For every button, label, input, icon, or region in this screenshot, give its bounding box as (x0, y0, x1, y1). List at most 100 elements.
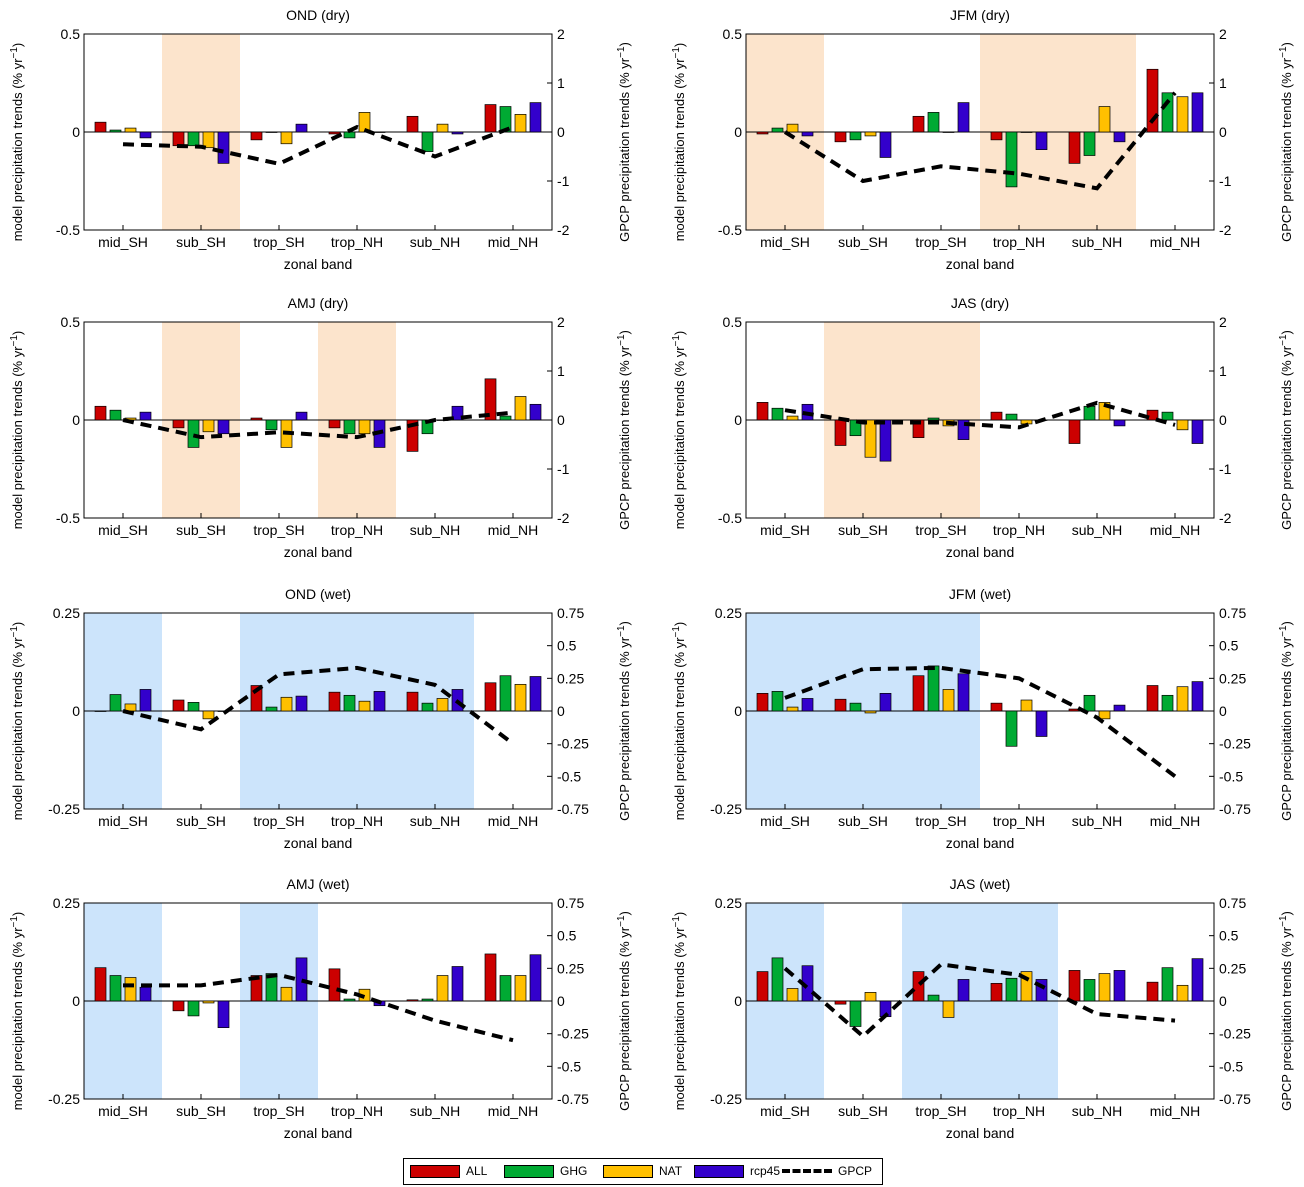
x-tick-label: trop_SH (915, 1103, 966, 1119)
y2-tick-label: -2 (557, 510, 570, 526)
subplot-title: AMJ (wet) (287, 876, 350, 892)
y2-tick-label: 0.75 (1219, 605, 1246, 621)
bar-ghg (927, 665, 940, 712)
bar-nat (786, 988, 799, 1002)
gpcp-line (784, 400, 1176, 430)
bar-nat (514, 683, 527, 712)
y2-tick-label: -2 (1219, 510, 1232, 526)
y2-tick-label: -0.5 (1219, 768, 1243, 784)
bar-ghg (343, 694, 356, 712)
bar-rcp45 (957, 979, 970, 1002)
bar-rcp45 (373, 131, 386, 133)
y-tick-label: 0.25 (715, 605, 742, 621)
y2-tick-label: 2 (1219, 314, 1227, 330)
y2-tick-label: 1 (557, 75, 565, 91)
bar-rcp45 (451, 405, 464, 421)
bar-rcp45 (529, 954, 542, 1002)
bar-rcp45 (217, 1000, 230, 1029)
bar-all (990, 411, 1003, 421)
bar-all (912, 971, 925, 1002)
bar-all (172, 131, 185, 147)
bar-ghg (771, 407, 784, 421)
bar-ghg (187, 1000, 200, 1017)
bar-nat (942, 1000, 955, 1018)
y2-axis-label: GPCP precipitation trends (% yr−1) (1278, 911, 1294, 1111)
x-tick-label: trop_NH (331, 813, 383, 829)
y-axis-label: model precipitation trends (% yr−1) (671, 912, 687, 1111)
bar-all (406, 999, 419, 1002)
x-tick-label: trop_NH (993, 522, 1045, 538)
bar-all (834, 698, 847, 712)
legend: ALL GHG NAT rcp45 GPCP (403, 1158, 883, 1185)
subplot-title: JFM (wet) (949, 586, 1011, 602)
bar-ghg (1083, 405, 1096, 421)
x-tick-label: mid_SH (98, 522, 148, 538)
y2-tick-label: -0.75 (1219, 801, 1251, 817)
bar-ghg (849, 419, 862, 437)
y2-tick-label: 0 (1219, 993, 1227, 1009)
x-tick-label: trop_NH (331, 234, 383, 250)
bar-nat (436, 123, 449, 133)
y2-tick-label: 1 (1219, 363, 1227, 379)
y-tick-label: 0 (734, 703, 742, 719)
x-tick-label: sub_SH (176, 813, 226, 829)
subplot-title: JAS (dry) (951, 295, 1009, 311)
y-tick-label: -0.25 (710, 801, 742, 817)
y-tick-label: -0.5 (56, 222, 80, 238)
x-tick-label: trop_SH (915, 522, 966, 538)
legend-label-ghg: GHG (560, 1164, 588, 1178)
bar-all (172, 699, 185, 712)
y2-tick-label: -0.25 (1219, 1026, 1251, 1042)
y2-tick-label: -0.25 (557, 736, 589, 752)
y2-tick-label: -0.25 (557, 1026, 589, 1042)
legend-swatch-rcp45 (694, 1165, 744, 1178)
bar-rcp45 (529, 102, 542, 133)
bar-rcp45 (295, 123, 308, 133)
y2-axis-label: GPCP precipitation trends (% yr−1) (616, 42, 632, 242)
bar-all (990, 131, 1003, 141)
subplot: -0.25 0 0.25 -0.75 -0.5 -0.25 0 0.25 0.5 0.75 mid_… (9, 586, 632, 851)
bar-rcp45 (879, 693, 892, 712)
bar-ghg (1161, 92, 1174, 133)
y-tick-label: -0.5 (718, 510, 742, 526)
bar-rcp45 (1113, 131, 1126, 143)
bar-nat (1020, 971, 1033, 1002)
x-tick-label: sub_SH (176, 1103, 226, 1119)
bar-nat (1176, 419, 1189, 431)
bar-nat (358, 700, 371, 712)
y2-tick-label: 0.25 (1219, 960, 1246, 976)
y2-tick-label: -0.5 (557, 768, 581, 784)
y2-tick-label: 0.25 (557, 960, 584, 976)
x-tick-label: sub_NH (410, 234, 461, 250)
bar-rcp45 (957, 673, 970, 712)
bar-nat (786, 415, 799, 421)
bar-rcp45 (801, 698, 814, 712)
bar-all (756, 693, 769, 712)
bar-all (406, 419, 419, 452)
y-tick-label: -0.25 (710, 1091, 742, 1107)
bar-nat (1176, 686, 1189, 712)
bar-rcp45 (957, 102, 970, 133)
bar-all (756, 131, 769, 135)
y2-tick-label: -2 (557, 222, 570, 238)
legend-swatch-all (410, 1165, 460, 1178)
subplot: -0.5 0 0.5 -2 -1 0 1 2 mid_SH sub_SH trop_SH trop_N… (671, 7, 1294, 272)
bar-all (94, 967, 107, 1002)
bar-all (94, 710, 107, 712)
y2-tick-label: 1 (1219, 75, 1227, 91)
bar-nat (124, 127, 137, 133)
bar-rcp45 (957, 419, 970, 440)
gpcp-line (783, 91, 1177, 191)
y2-tick-label: 2 (557, 26, 565, 42)
y-tick-label: 0.5 (61, 314, 81, 330)
bar-ghg (1005, 710, 1018, 747)
bar-nat (1098, 106, 1111, 133)
bar-all (250, 685, 263, 712)
y2-tick-label: 0.25 (557, 670, 584, 686)
bar-all (912, 115, 925, 133)
y-tick-label: 0.25 (715, 895, 742, 911)
bar-nat (942, 131, 955, 133)
x-tick-label: sub_NH (410, 813, 461, 829)
bar-ghg (1161, 967, 1174, 1002)
bar-all (328, 419, 341, 429)
